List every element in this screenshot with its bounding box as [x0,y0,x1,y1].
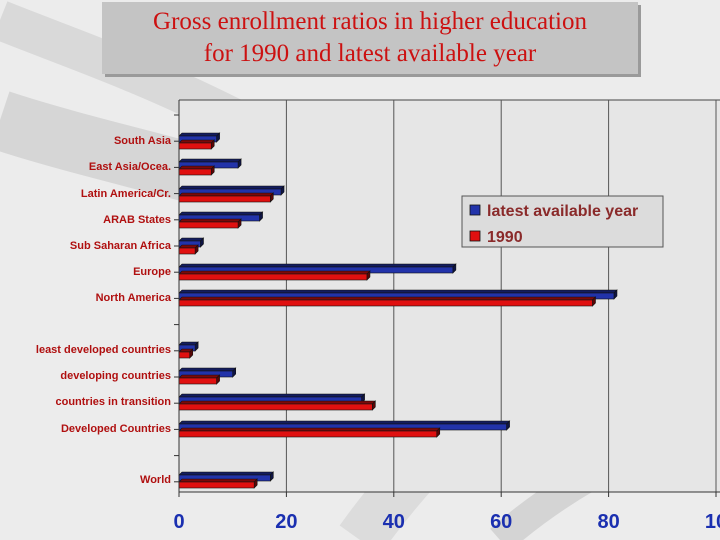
bar-1990-front [178,403,373,411]
category-label: World [140,474,171,486]
bar-1990 [178,348,194,359]
category-label: Sub Saharan Africa [70,240,172,252]
bar-latest-top [178,289,618,294]
bar-1990-top [178,270,371,275]
legend-label: latest available year [487,203,638,220]
bar-1990-front [178,299,593,307]
bar-latest-top [178,158,242,163]
category-label: ARAB States [103,214,171,226]
bar-1990 [178,427,441,438]
category-label: developing countries [60,370,171,382]
category-label: Developed Countries [61,423,171,435]
bar-latest-top [178,132,221,137]
bar-1990-top [178,139,215,144]
bar-latest-top [178,237,205,242]
bar-latest-top [178,393,366,398]
bar-1990 [178,139,215,150]
bar-1990-top [178,400,377,405]
bar-1990 [178,400,377,411]
bar-1990-front [178,481,255,489]
bar-1990-top [178,218,242,223]
bar-1990-front [178,351,191,359]
category-label: East Asia/Ocea. [89,161,171,173]
legend-swatch [469,204,481,216]
bar-1990 [178,296,597,307]
bar-latest [178,289,618,300]
bar-latest-top [178,211,264,216]
category-label: countries in transition [55,396,171,408]
bar-1990-top [178,427,441,432]
bar-1990-front [178,430,438,438]
bar-latest [178,367,237,378]
chart-title-line-2: for 1990 and latest available year [203,40,537,67]
bar-1990-front [178,377,217,385]
bar-1990-front [178,195,271,203]
bar-1990-front [178,221,239,229]
bar-1990 [178,374,221,385]
bar-1990 [178,478,258,489]
bar-1990-top [178,374,221,379]
bar-1990 [178,192,275,203]
legend-label: 1990 [487,229,523,246]
x-tick-label: 80 [597,511,619,533]
category-label: Europe [133,266,171,278]
x-tick-label: 20 [275,511,297,533]
x-tick-label: 10 [705,511,720,533]
bar-1990-front [178,273,368,281]
bar-latest-top [178,367,237,372]
chart-title-line-1: Gross enrollment ratios in higher educat… [153,8,587,35]
bar-1990-top [178,296,597,301]
x-tick-label: 40 [383,511,405,533]
bar-1990 [178,244,199,255]
bar-1990-top [178,478,258,483]
chart-title-box: Gross enrollment ratios in higher educat… [102,2,638,74]
x-tick-label: 0 [173,511,184,533]
bar-latest [178,237,205,248]
bar-1990 [178,165,215,176]
category-label: South Asia [114,135,172,147]
bar-1990 [178,270,371,281]
legend-swatch [469,230,481,242]
bar-latest-top [178,263,457,268]
bar-latest-top [178,471,275,476]
bar-1990-top [178,192,275,197]
category-label: Latin America/Cr. [81,188,171,200]
category-label: North America [96,292,172,304]
x-tick-label: 60 [490,511,512,533]
bar-1990-front [178,142,212,150]
legend-box [461,195,664,248]
bar-1990-front [178,168,212,176]
category-label: least developed countries [36,344,171,356]
bar-1990-top [178,165,215,170]
bar-1990-front [178,247,196,255]
bar-latest-top [178,185,285,190]
bar-latest-top [178,420,511,425]
bar-1990 [178,218,242,229]
